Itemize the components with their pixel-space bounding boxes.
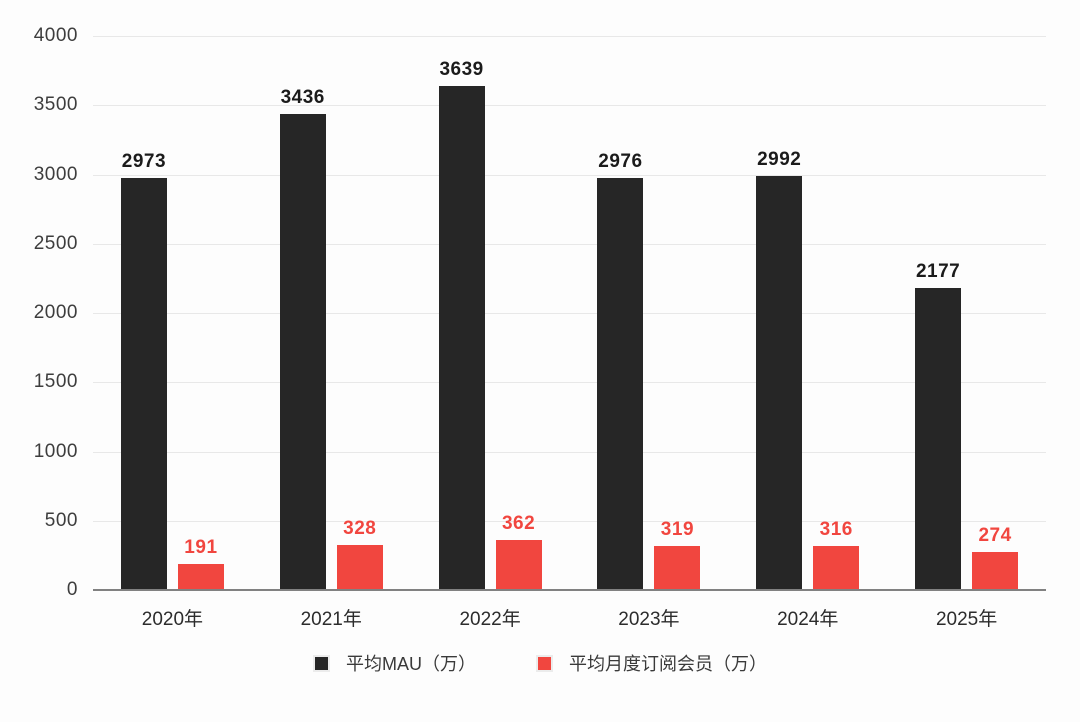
bar-value-label: 362: [501, 512, 536, 534]
bar-value-label: 191: [184, 536, 218, 558]
bar-series-1-2023年: [654, 545, 701, 590]
x-axis-category-label: 2020年: [141, 609, 204, 630]
gridline: [93, 313, 1046, 314]
y-axis-tick-label: 1500: [33, 371, 78, 393]
bar-series-0-2020年: [120, 178, 167, 590]
x-axis-category-label: 2024年: [777, 609, 839, 630]
bar-value-label: 2992: [757, 148, 802, 170]
y-axis-tick-label: 1000: [33, 440, 78, 462]
y-axis-tick-label: 0: [66, 579, 78, 600]
bar-value-label: 2976: [598, 150, 643, 172]
bar-series-0-2022年: [438, 85, 485, 590]
bar-value-label: 3436: [280, 87, 325, 109]
y-axis-tick-label: 4000: [33, 25, 78, 46]
legend-swatch-icon: [536, 654, 553, 672]
bar-value-label: 274: [978, 525, 1012, 547]
x-axis-category-label: 2022年: [459, 609, 521, 630]
bar-series-1-2020年: [177, 563, 224, 590]
x-axis-category-label: 2021年: [300, 609, 362, 630]
bar-value-label: 3639: [439, 58, 484, 80]
bar-series-1-2021年: [336, 544, 383, 590]
y-axis-tick-label: 3000: [33, 163, 78, 185]
bar-series-1-2024年: [813, 546, 860, 590]
legend-label: 平均月度订阅会员（万）: [569, 654, 767, 674]
legend-label: 平均MAU（万）: [346, 654, 476, 674]
y-axis-tick-label: 2500: [33, 232, 78, 254]
legend-swatch-icon: [313, 654, 330, 672]
bar-series-0-2021年: [279, 114, 326, 590]
bar-series-0-2023年: [597, 177, 644, 590]
gridline: [93, 243, 1046, 245]
y-axis-tick-label: 500: [44, 509, 78, 531]
x-axis-category-label: 2025年: [935, 609, 998, 630]
gridline: [93, 382, 1046, 384]
legend-item-0: 平均MAU（万）: [313, 650, 476, 676]
bar-series-0-2024年: [756, 175, 803, 590]
bar-series-0-2025年: [915, 288, 962, 590]
bar-value-label: 2973: [121, 151, 167, 173]
legend-item-1: 平均月度订阅会员（万）: [536, 650, 767, 676]
bar-value-label: 328: [343, 517, 377, 539]
y-axis-tick-label: 3500: [33, 94, 78, 116]
gridline: [93, 36, 1046, 37]
y-axis-tick-label: 2000: [33, 302, 78, 323]
bar-value-label: 316: [819, 519, 853, 541]
x-axis-line: [93, 589, 1046, 591]
bar-series-1-2022年: [495, 539, 542, 590]
gridline: [93, 520, 1046, 522]
gridline: [93, 451, 1046, 453]
chart-legend: 平均MAU（万） 平均月度订阅会员（万）: [0, 650, 1080, 676]
gridline: [93, 105, 1046, 107]
bar-series-1-2025年: [972, 552, 1019, 590]
bar-value-label: 2177: [915, 261, 961, 283]
x-axis-category-label: 2023年: [618, 609, 680, 630]
bar-value-label: 319: [660, 518, 695, 540]
gridline: [93, 174, 1046, 176]
